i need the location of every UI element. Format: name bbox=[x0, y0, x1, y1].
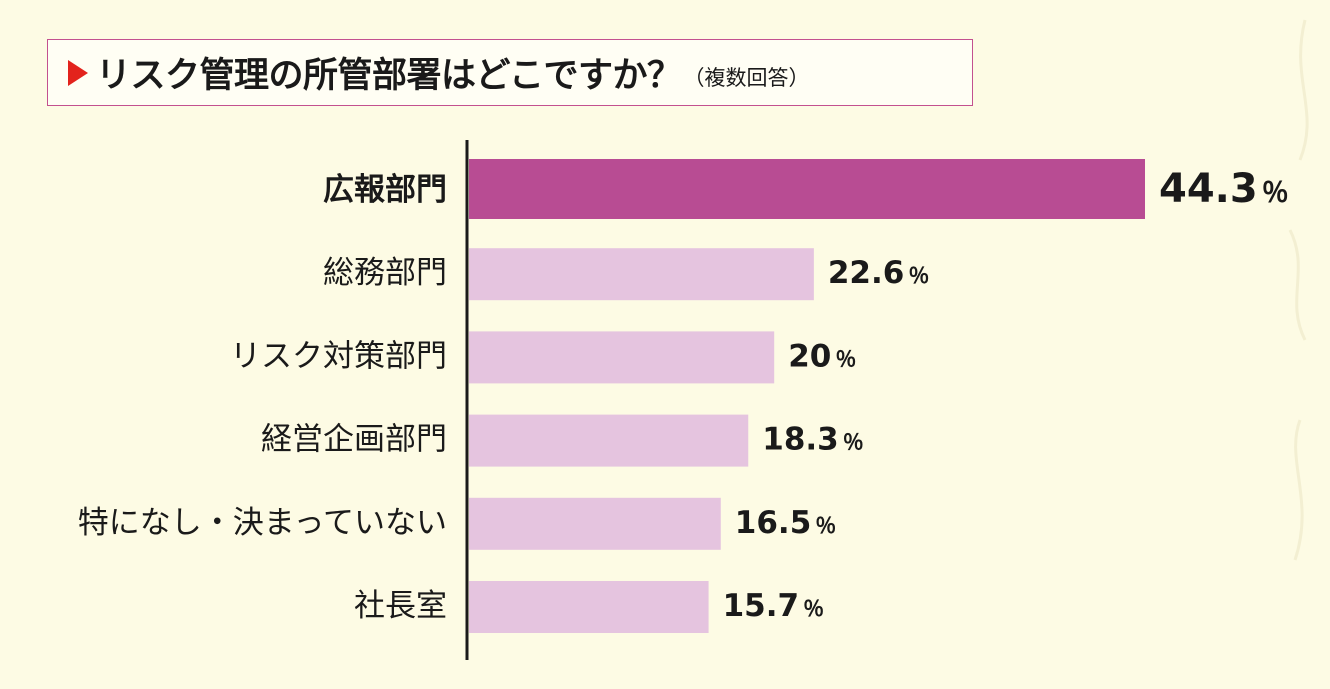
bar-3 bbox=[469, 414, 749, 467]
value-unit-0: ％ bbox=[1262, 178, 1289, 209]
bar-5 bbox=[469, 581, 709, 633]
value-label-0: 44.3 ％ bbox=[1159, 166, 1289, 212]
value-label-3: 18.3 ％ bbox=[762, 422, 864, 458]
bar-4 bbox=[469, 497, 721, 550]
value-unit-1: ％ bbox=[908, 264, 929, 288]
bar-0 bbox=[469, 159, 1145, 219]
category-label-0: 広報部門 bbox=[323, 172, 447, 208]
value-number-4: 16.5 bbox=[735, 505, 812, 541]
background-decoration bbox=[1288, 19, 1309, 561]
value-number-1: 22.6 bbox=[828, 255, 905, 291]
category-label-4: 特になし・決まっていない bbox=[78, 505, 447, 541]
chart-subtitle: （複数回答） bbox=[683, 65, 810, 90]
value-label-1: 22.6 ％ bbox=[828, 255, 930, 291]
bar-2 bbox=[469, 331, 775, 384]
value-number-2: 20 bbox=[788, 338, 831, 374]
value-label-2: 20 ％ bbox=[788, 338, 856, 374]
bar-1 bbox=[469, 248, 814, 301]
category-label-5: 社長室 bbox=[354, 588, 447, 624]
value-unit-2: ％ bbox=[835, 347, 856, 371]
category-label-3: 経営企画部門 bbox=[261, 422, 447, 458]
chart-title-box: リスク管理の所管部署はどこですか？ （複数回答） bbox=[47, 39, 973, 106]
value-unit-5: ％ bbox=[803, 597, 824, 621]
value-label-5: 15.7 ％ bbox=[723, 588, 825, 624]
value-unit-3: ％ bbox=[843, 431, 864, 455]
value-number-5: 15.7 bbox=[723, 588, 800, 624]
chart-title: リスク管理の所管部署はどこですか？ bbox=[96, 56, 682, 96]
value-number-3: 18.3 bbox=[762, 422, 839, 458]
category-label-2: リスク対策部門 bbox=[230, 338, 447, 374]
value-unit-4: ％ bbox=[815, 514, 836, 538]
value-number-0: 44.3 bbox=[1159, 166, 1258, 212]
triangle-marker-icon bbox=[68, 59, 88, 86]
value-label-4: 16.5 ％ bbox=[735, 505, 837, 541]
category-label-1: 総務部門 bbox=[323, 255, 447, 291]
